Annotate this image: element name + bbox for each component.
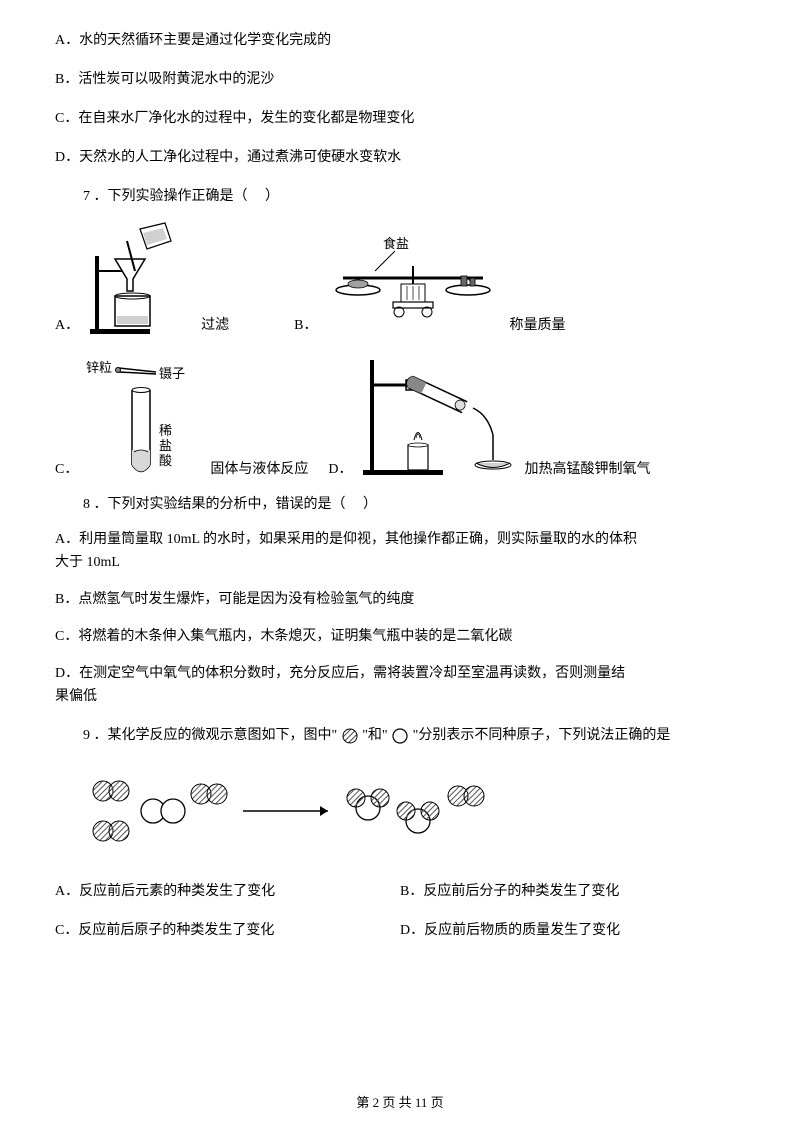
- q7-c-caption: 固体与液体反应: [210, 459, 308, 480]
- q7-option-c: C． 锌粒 镊子 稀 盐 酸 固体与液体反应: [55, 350, 308, 480]
- q7-b-label: B．: [294, 315, 317, 336]
- q7-row-2: C． 锌粒 镊子 稀 盐 酸 固体与液体反应: [55, 350, 745, 480]
- q6-option-b: B．活性炭可以吸附黄泥水中的泥沙: [55, 69, 745, 90]
- q9-header-p3: "分别表示不同种原子，下列说法正确的是: [413, 728, 671, 743]
- q7-option-d: D．: [328, 350, 650, 480]
- q9-reaction-diagram: [83, 766, 745, 863]
- q8-option-d-l2: 果偏低: [55, 686, 745, 707]
- q8-option-a-l2: 大于 10mL: [55, 552, 745, 573]
- q7-a-caption: 过滤: [201, 315, 229, 336]
- solid-liquid-diagram: 锌粒 镊子 稀 盐 酸: [84, 350, 204, 480]
- q7-header: 7 ．下列实验操作正确是（ ）: [83, 186, 745, 207]
- q7-option-b: B． 食盐: [294, 236, 565, 336]
- acid-label-l3: 酸: [159, 453, 172, 468]
- q9-option-d: D．反应前后物质的质量发生了变化: [400, 920, 745, 941]
- zinc-label: 锌粒: [86, 360, 112, 375]
- heating-kmno4-diagram: [358, 350, 518, 480]
- q8-option-a-l1: A．利用量筒量取 10mL 的水时，如果采用的是仰视，其他操作都正确，则实际量取…: [55, 529, 745, 550]
- q8-option-b: B．点燃氢气时发生爆炸，可能是因为没有检验氢气的纯度: [55, 589, 745, 610]
- q9-header-p2: "和": [362, 728, 387, 743]
- q9-option-b: B．反应前后分子的种类发生了变化: [400, 881, 745, 902]
- page-footer: 第 2 页 共 11 页: [0, 1093, 800, 1113]
- q7-d-caption: 加热高锰酸钾制氧气: [524, 459, 650, 480]
- acid-label-l2: 盐: [159, 438, 172, 453]
- salt-label: 食盐: [383, 236, 409, 251]
- q9-option-a: A．反应前后元素的种类发生了变化: [55, 881, 400, 902]
- q9-option-c: C．反应前后原子的种类发生了变化: [55, 920, 400, 941]
- q7-option-a: A． 过滤: [55, 221, 229, 336]
- open-atom-icon: [391, 727, 409, 745]
- q7-b-caption: 称量质量: [509, 315, 565, 336]
- q7-a-label: A．: [55, 315, 79, 336]
- acid-label-l1: 稀: [159, 423, 172, 438]
- balance-diagram: 食盐: [323, 236, 503, 336]
- q7-c-label: C．: [55, 459, 78, 480]
- q6-option-c: C．在自来水厂净化水的过程中，发生的变化都是物理变化: [55, 108, 745, 129]
- q9-options: A．反应前后元素的种类发生了变化 B．反应前后分子的种类发生了变化 C．反应前后…: [55, 881, 745, 959]
- q6-option-a: A．水的天然循环主要是通过化学变化完成的: [55, 30, 745, 51]
- filtration-diagram: [85, 221, 195, 336]
- striped-atom-icon: [341, 727, 359, 745]
- q9-header-p1: 9 ．某化学反应的微观示意图如下，图中": [83, 728, 337, 743]
- q8-header: 8 ．下列对实验结果的分析中，错误的是（ ）: [83, 494, 745, 515]
- q6-option-d: D．天然水的人工净化过程中，通过煮沸可使硬水变软水: [55, 147, 745, 168]
- q8-option-d-l1: D．在测定空气中氧气的体积分数时，充分反应后，需将装置冷却至室温再读数，否则测量…: [55, 663, 745, 684]
- q8-option-c: C．将燃着的木条伸入集气瓶内，木条熄灭，证明集气瓶中装的是二氧化碳: [55, 626, 745, 647]
- q7-d-label: D．: [328, 459, 352, 480]
- q7-row-1: A． 过滤 B．: [55, 221, 745, 336]
- tweezers-label: 镊子: [159, 366, 185, 381]
- q9-header: 9 ．某化学反应的微观示意图如下，图中" "和" "分别表示不同种原子，下列说法…: [83, 723, 745, 748]
